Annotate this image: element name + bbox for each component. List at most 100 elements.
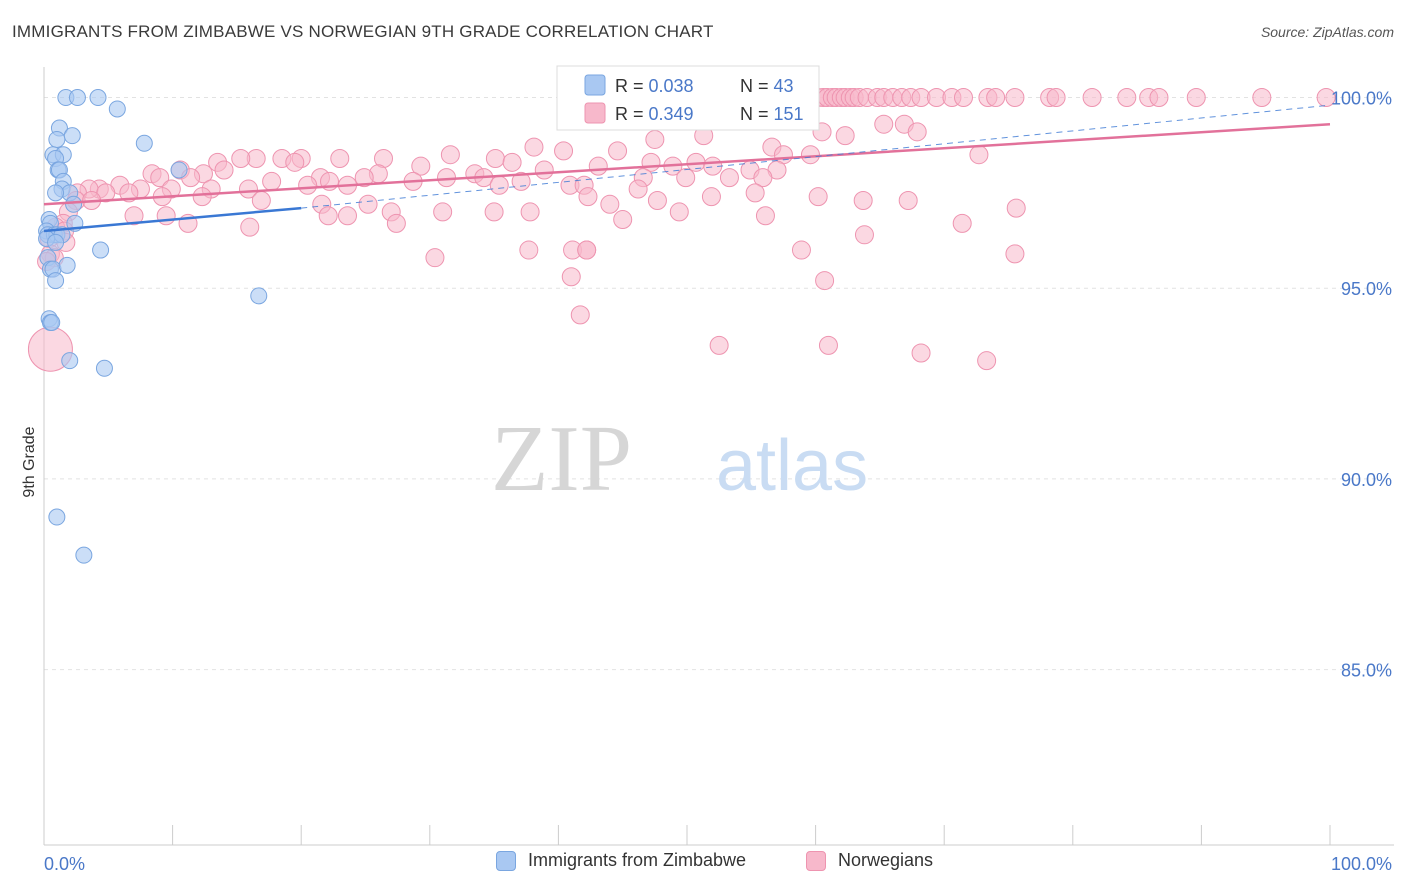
point-norwegians (953, 88, 973, 108)
point-norwegians (119, 183, 139, 203)
point-norwegians (285, 152, 305, 172)
n-value: 43 (774, 76, 794, 96)
legend-item-norwegians[interactable]: Norwegians (806, 850, 933, 871)
point-norwegians (520, 202, 540, 222)
point-norwegians (214, 160, 234, 180)
point-norwegians (570, 305, 590, 325)
legend-top-row-pink-n: N = 151 (740, 104, 804, 124)
point-norwegians (647, 190, 667, 210)
source-label: Source: ZipAtlas.com (1260, 24, 1394, 40)
y-tick-label: 90.0% (1341, 470, 1392, 490)
legend-label-zimbabwe: Immigrants from Zimbabwe (528, 850, 747, 870)
legend-top: R = 0.038 N = 43 R = 0.349 N = 151 (556, 65, 820, 131)
point-norwegians (577, 240, 597, 260)
point-norwegians (354, 168, 374, 188)
point-norwegians (425, 248, 445, 268)
n-label: N = (740, 76, 774, 96)
point-norwegians (709, 335, 729, 355)
legend-swatch-norwegians (806, 850, 826, 871)
point-norwegians (874, 114, 894, 134)
point-norwegians (524, 137, 544, 157)
legend-top-row-blue: R = 0.038 (615, 76, 694, 96)
point-zimbabwe (65, 195, 83, 213)
point-norwegians (608, 141, 628, 161)
point-norwegians (1149, 88, 1169, 108)
point-zimbabwe (89, 89, 107, 107)
point-norwegians (440, 145, 460, 165)
r-value: 0.038 (649, 76, 694, 96)
point-norwegians (534, 160, 554, 180)
point-norwegians (676, 168, 696, 188)
point-norwegians (1005, 244, 1025, 264)
point-norwegians (231, 149, 251, 169)
point-zimbabwe (170, 161, 188, 179)
point-norwegians (1005, 88, 1025, 108)
point-zimbabwe (68, 89, 86, 107)
point-norwegians (485, 149, 505, 169)
n-label: N = (740, 104, 774, 124)
chart-title: IMMIGRANTS FROM ZIMBABWE VS NORWEGIAN 9T… (12, 22, 714, 41)
legend-top-swatch-pink (584, 102, 606, 124)
point-norwegians (411, 156, 431, 176)
legend-top-row-pink: R = 0.349 (615, 104, 694, 124)
point-zimbabwe (108, 100, 126, 118)
point-zimbabwe (135, 134, 153, 152)
point-norwegians (600, 194, 620, 214)
point-zimbabwe (47, 233, 65, 251)
point-norwegians (701, 187, 721, 207)
legend-item-zimbabwe[interactable]: Immigrants from Zimbabwe (496, 850, 746, 871)
trend-zimbabwe (43, 206, 302, 233)
point-norwegians (818, 335, 838, 355)
point-zimbabwe (75, 546, 93, 564)
point-norwegians (745, 183, 765, 203)
point-zimbabwe (47, 184, 65, 202)
r-value: 0.349 (649, 104, 694, 124)
y-axis-label: 9th Grade (21, 426, 38, 497)
trend-zimbabwe-extension (301, 104, 1331, 209)
point-norwegians (251, 190, 271, 210)
point-norwegians (156, 206, 176, 226)
point-zimbabwe (250, 287, 268, 305)
point-norwegians (808, 187, 828, 207)
point-zimbabwe (61, 352, 79, 370)
x-tick-label: 100.0% (1331, 854, 1392, 874)
point-norwegians (719, 168, 739, 188)
point-zimbabwe (92, 241, 110, 259)
axes (43, 67, 1394, 846)
point-norwegians (969, 145, 989, 165)
legend-bottom: Immigrants from Zimbabwe Norwegians (0, 850, 1406, 880)
point-norwegians (791, 240, 811, 260)
point-norwegians (753, 168, 773, 188)
trend-norwegians (43, 122, 1331, 206)
r-label: R = (615, 76, 649, 96)
point-zimbabwe (95, 359, 113, 377)
point-norwegians (1117, 88, 1137, 108)
point-norwegians (192, 187, 212, 207)
point-norwegians (1186, 88, 1206, 108)
series-norwegians-points (27, 88, 1336, 372)
point-norwegians (645, 129, 665, 149)
y-tick-label: 85.0% (1341, 661, 1392, 681)
point-norwegians (554, 141, 574, 161)
point-norwegians (977, 351, 997, 371)
trend-lines (43, 104, 1331, 233)
point-norwegians (318, 206, 338, 226)
point-norwegians (1082, 88, 1102, 108)
point-norwegians (628, 179, 648, 199)
point-norwegians (907, 122, 927, 142)
point-zimbabwe (47, 272, 65, 290)
point-norwegians (502, 152, 522, 172)
point-norwegians (561, 267, 581, 287)
point-norwegians (386, 213, 406, 233)
legend-top-swatch-blue (584, 74, 606, 96)
point-norwegians (358, 194, 378, 214)
point-norwegians (433, 202, 453, 222)
y-tick-label: 100.0% (1331, 89, 1392, 109)
point-norwegians (613, 210, 633, 230)
point-zimbabwe (63, 127, 81, 145)
legend-label-norwegians: Norwegians (838, 850, 934, 870)
point-zimbabwe (58, 256, 76, 274)
point-norwegians (124, 206, 144, 226)
point-norwegians (1252, 88, 1272, 108)
